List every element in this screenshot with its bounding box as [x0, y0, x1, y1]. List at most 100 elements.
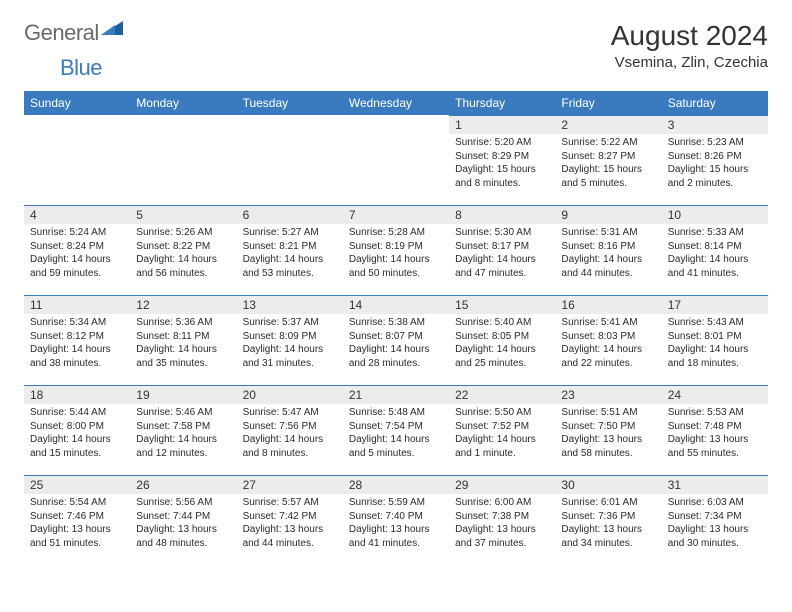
sunset-line: Sunset: 7:44 PM	[136, 510, 230, 524]
calendar-cell: 10Sunrise: 5:33 AMSunset: 8:14 PMDayligh…	[662, 205, 768, 295]
day-number: 1	[449, 115, 555, 134]
day-number: 6	[237, 205, 343, 224]
sunset-line: Sunset: 8:24 PM	[30, 240, 124, 254]
sunrise-line: Sunrise: 5:30 AM	[455, 226, 549, 240]
day-data: Sunrise: 5:48 AMSunset: 7:54 PMDaylight:…	[343, 404, 449, 464]
day-data: Sunrise: 5:34 AMSunset: 8:12 PMDaylight:…	[24, 314, 130, 374]
sunrise-line: Sunrise: 5:27 AM	[243, 226, 337, 240]
weekday-header: Sunday	[24, 91, 130, 115]
sunrise-line: Sunrise: 5:36 AM	[136, 316, 230, 330]
day-data: Sunrise: 5:38 AMSunset: 8:07 PMDaylight:…	[343, 314, 449, 374]
day-number: 29	[449, 475, 555, 494]
daylight-line: Daylight: 13 hours and 30 minutes.	[668, 523, 762, 550]
sunrise-line: Sunrise: 5:37 AM	[243, 316, 337, 330]
calendar-cell: 12Sunrise: 5:36 AMSunset: 8:11 PMDayligh…	[130, 295, 236, 385]
calendar-cell: 29Sunrise: 6:00 AMSunset: 7:38 PMDayligh…	[449, 475, 555, 565]
daylight-line: Daylight: 14 hours and 28 minutes.	[349, 343, 443, 370]
day-number: 11	[24, 295, 130, 314]
calendar-row: 4Sunrise: 5:24 AMSunset: 8:24 PMDaylight…	[24, 205, 768, 295]
sunrise-line: Sunrise: 5:53 AM	[668, 406, 762, 420]
weekday-header-row: Sunday Monday Tuesday Wednesday Thursday…	[24, 91, 768, 115]
calendar-cell: 28Sunrise: 5:59 AMSunset: 7:40 PMDayligh…	[343, 475, 449, 565]
month-title: August 2024	[611, 20, 768, 52]
day-data: Sunrise: 5:24 AMSunset: 8:24 PMDaylight:…	[24, 224, 130, 284]
day-data: Sunrise: 5:51 AMSunset: 7:50 PMDaylight:…	[555, 404, 661, 464]
daylight-line: Daylight: 14 hours and 47 minutes.	[455, 253, 549, 280]
sunset-line: Sunset: 8:26 PM	[668, 150, 762, 164]
daylight-line: Daylight: 14 hours and 59 minutes.	[30, 253, 124, 280]
day-data: Sunrise: 5:22 AMSunset: 8:27 PMDaylight:…	[555, 134, 661, 194]
day-number: 23	[555, 385, 661, 404]
day-data: Sunrise: 5:43 AMSunset: 8:01 PMDaylight:…	[662, 314, 768, 374]
calendar-cell: 4Sunrise: 5:24 AMSunset: 8:24 PMDaylight…	[24, 205, 130, 295]
sunrise-line: Sunrise: 5:46 AM	[136, 406, 230, 420]
day-data: Sunrise: 5:28 AMSunset: 8:19 PMDaylight:…	[343, 224, 449, 284]
daylight-line: Daylight: 14 hours and 18 minutes.	[668, 343, 762, 370]
day-number: 8	[449, 205, 555, 224]
calendar-cell: 3Sunrise: 5:23 AMSunset: 8:26 PMDaylight…	[662, 115, 768, 205]
sunset-line: Sunset: 8:29 PM	[455, 150, 549, 164]
daylight-line: Daylight: 14 hours and 44 minutes.	[561, 253, 655, 280]
sunrise-line: Sunrise: 5:51 AM	[561, 406, 655, 420]
day-number: 20	[237, 385, 343, 404]
sunset-line: Sunset: 8:01 PM	[668, 330, 762, 344]
sunrise-line: Sunrise: 5:23 AM	[668, 136, 762, 150]
calendar-cell: 13Sunrise: 5:37 AMSunset: 8:09 PMDayligh…	[237, 295, 343, 385]
sunset-line: Sunset: 8:22 PM	[136, 240, 230, 254]
daylight-line: Daylight: 14 hours and 50 minutes.	[349, 253, 443, 280]
calendar-cell: 15Sunrise: 5:40 AMSunset: 8:05 PMDayligh…	[449, 295, 555, 385]
calendar-cell: 9Sunrise: 5:31 AMSunset: 8:16 PMDaylight…	[555, 205, 661, 295]
day-data: Sunrise: 5:54 AMSunset: 7:46 PMDaylight:…	[24, 494, 130, 554]
sunset-line: Sunset: 7:42 PM	[243, 510, 337, 524]
sunset-line: Sunset: 7:52 PM	[455, 420, 549, 434]
day-data: Sunrise: 5:36 AMSunset: 8:11 PMDaylight:…	[130, 314, 236, 374]
daylight-line: Daylight: 14 hours and 56 minutes.	[136, 253, 230, 280]
daylight-line: Daylight: 14 hours and 1 minute.	[455, 433, 549, 460]
day-number: 2	[555, 115, 661, 134]
sunset-line: Sunset: 8:03 PM	[561, 330, 655, 344]
daylight-line: Daylight: 14 hours and 41 minutes.	[668, 253, 762, 280]
calendar-cell: 17Sunrise: 5:43 AMSunset: 8:01 PMDayligh…	[662, 295, 768, 385]
calendar-page: General August 2024 Vsemina, Zlin, Czech…	[0, 0, 792, 585]
day-number: 12	[130, 295, 236, 314]
day-data: Sunrise: 5:44 AMSunset: 8:00 PMDaylight:…	[24, 404, 130, 464]
weekday-header: Monday	[130, 91, 236, 115]
calendar-cell: 16Sunrise: 5:41 AMSunset: 8:03 PMDayligh…	[555, 295, 661, 385]
calendar-row: 11Sunrise: 5:34 AMSunset: 8:12 PMDayligh…	[24, 295, 768, 385]
brand-word-blue: Blue	[60, 55, 102, 80]
calendar-cell: 14Sunrise: 5:38 AMSunset: 8:07 PMDayligh…	[343, 295, 449, 385]
sunset-line: Sunset: 8:17 PM	[455, 240, 549, 254]
daylight-line: Daylight: 13 hours and 44 minutes.	[243, 523, 337, 550]
day-number: 17	[662, 295, 768, 314]
sunrise-line: Sunrise: 5:34 AM	[30, 316, 124, 330]
day-data: Sunrise: 6:03 AMSunset: 7:34 PMDaylight:…	[662, 494, 768, 554]
day-data: Sunrise: 5:20 AMSunset: 8:29 PMDaylight:…	[449, 134, 555, 194]
sunset-line: Sunset: 8:19 PM	[349, 240, 443, 254]
day-number: 13	[237, 295, 343, 314]
calendar-cell: 5Sunrise: 5:26 AMSunset: 8:22 PMDaylight…	[130, 205, 236, 295]
sunrise-line: Sunrise: 5:40 AM	[455, 316, 549, 330]
daylight-line: Daylight: 13 hours and 51 minutes.	[30, 523, 124, 550]
calendar-cell: 19Sunrise: 5:46 AMSunset: 7:58 PMDayligh…	[130, 385, 236, 475]
weekday-header: Friday	[555, 91, 661, 115]
calendar-row: 1Sunrise: 5:20 AMSunset: 8:29 PMDaylight…	[24, 115, 768, 205]
day-data: Sunrise: 5:41 AMSunset: 8:03 PMDaylight:…	[555, 314, 661, 374]
day-data: Sunrise: 5:56 AMSunset: 7:44 PMDaylight:…	[130, 494, 236, 554]
day-data: Sunrise: 6:00 AMSunset: 7:38 PMDaylight:…	[449, 494, 555, 554]
sunset-line: Sunset: 8:00 PM	[30, 420, 124, 434]
sunrise-line: Sunrise: 5:57 AM	[243, 496, 337, 510]
day-data: Sunrise: 5:23 AMSunset: 8:26 PMDaylight:…	[662, 134, 768, 194]
daylight-line: Daylight: 13 hours and 37 minutes.	[455, 523, 549, 550]
sunrise-line: Sunrise: 5:59 AM	[349, 496, 443, 510]
sunrise-line: Sunrise: 5:26 AM	[136, 226, 230, 240]
sunset-line: Sunset: 8:05 PM	[455, 330, 549, 344]
day-number: 14	[343, 295, 449, 314]
day-data: Sunrise: 5:57 AMSunset: 7:42 PMDaylight:…	[237, 494, 343, 554]
sunrise-line: Sunrise: 5:44 AM	[30, 406, 124, 420]
calendar-cell: 24Sunrise: 5:53 AMSunset: 7:48 PMDayligh…	[662, 385, 768, 475]
calendar-row: 25Sunrise: 5:54 AMSunset: 7:46 PMDayligh…	[24, 475, 768, 565]
calendar-cell: 31Sunrise: 6:03 AMSunset: 7:34 PMDayligh…	[662, 475, 768, 565]
calendar-cell: 25Sunrise: 5:54 AMSunset: 7:46 PMDayligh…	[24, 475, 130, 565]
day-data: Sunrise: 5:30 AMSunset: 8:17 PMDaylight:…	[449, 224, 555, 284]
sunrise-line: Sunrise: 6:00 AM	[455, 496, 549, 510]
